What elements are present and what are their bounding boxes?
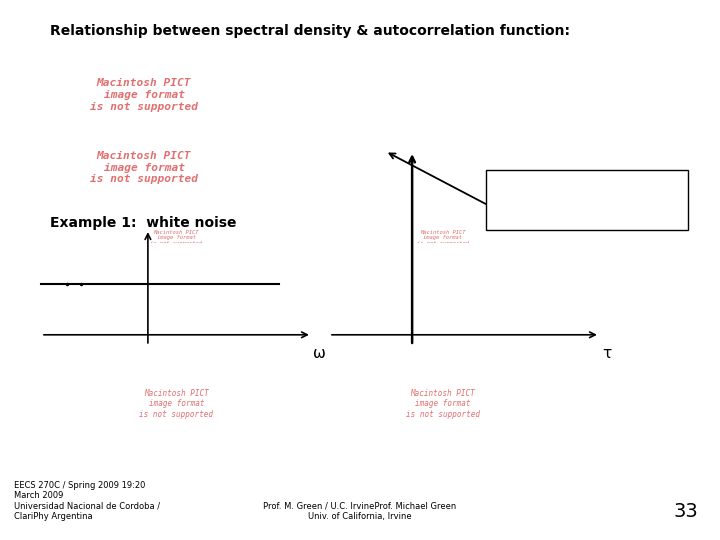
Text: Macintosh PICT
image format
is not supported: Macintosh PICT image format is not suppo… [406,389,480,419]
Text: EECS 270C / Spring 2009 19:20
March 2009
Universidad Nacional de Cordoba /
Clari: EECS 270C / Spring 2009 19:20 March 2009… [14,481,161,521]
Text: infinite variance
(non-physical): infinite variance (non-physical) [541,189,632,211]
Text: Macintosh PICT
image format
is not supported: Macintosh PICT image format is not suppo… [150,230,202,246]
Text: Macintosh PICT
image format
is not supported: Macintosh PICT image format is not suppo… [90,78,198,112]
Text: 33: 33 [674,502,698,521]
Text: Macintosh PICT
image format
is not supported: Macintosh PICT image format is not suppo… [417,230,469,246]
Text: Macintosh PICT
image format
is not supported: Macintosh PICT image format is not suppo… [140,389,213,419]
Text: Prof. M. Green / U.C. IrvineProf. Michael Green
Univ. of California, Irvine: Prof. M. Green / U.C. IrvineProf. Michae… [264,502,456,521]
Text: τ: τ [603,346,611,361]
Text: Macintosh PICT
image format
is not supported: Macintosh PICT image format is not suppo… [90,151,198,185]
Text: ω: ω [312,346,325,361]
Text: Relationship between spectral density & autocorrelation function:: Relationship between spectral density & … [50,24,570,38]
Text: Example 1:  white noise: Example 1: white noise [50,216,237,230]
